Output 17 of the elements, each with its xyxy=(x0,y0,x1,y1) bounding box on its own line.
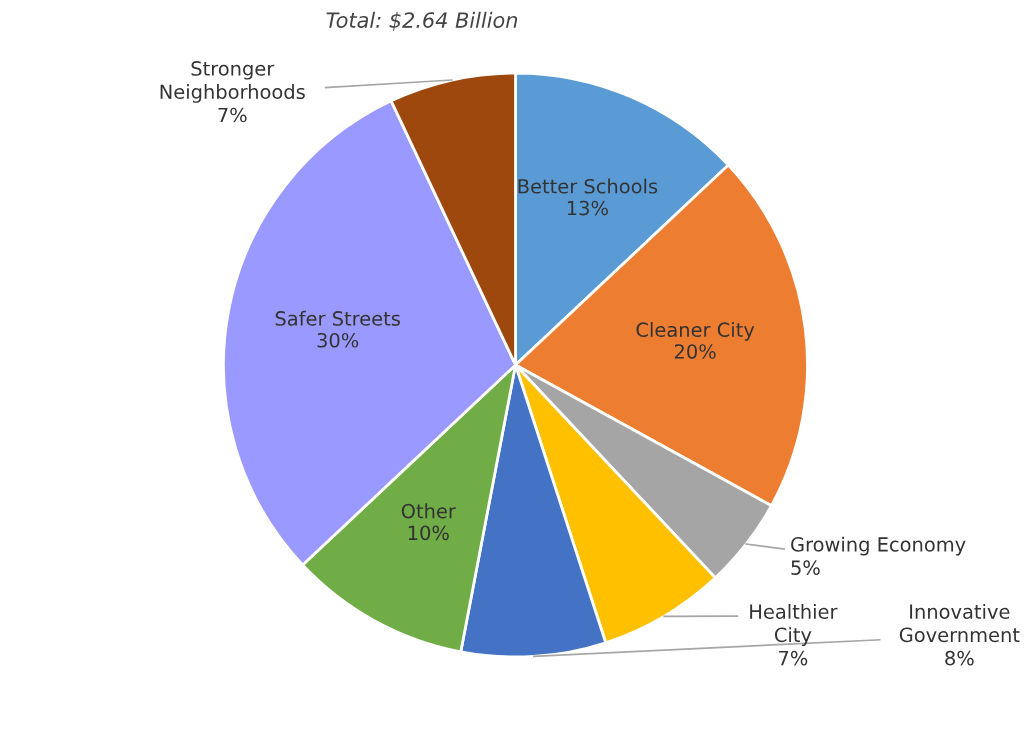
slice-label: Stronger Neighborhoods xyxy=(160,61,305,103)
data-label: 8% xyxy=(945,650,974,666)
data-label: 7% xyxy=(218,107,247,123)
slice-label: Healthier City xyxy=(750,603,838,646)
data-label: 13% xyxy=(567,200,608,216)
slice-label: Growing Economy xyxy=(791,536,966,556)
slice-label: Innovative Government xyxy=(899,603,1020,643)
slice-label: Other xyxy=(401,503,456,519)
slice-label: Cleaner City xyxy=(636,322,755,341)
data-label: 7% xyxy=(779,650,808,666)
slice-label: Safer Streets xyxy=(275,310,400,326)
slice-label: Better Schools xyxy=(518,178,658,194)
data-label: 30% xyxy=(317,332,359,348)
data-label: 10% xyxy=(408,525,449,541)
chart-title: Total: $2.64 Billion xyxy=(326,11,518,31)
data-label: 20% xyxy=(674,344,716,359)
data-label: 5% xyxy=(791,560,820,575)
